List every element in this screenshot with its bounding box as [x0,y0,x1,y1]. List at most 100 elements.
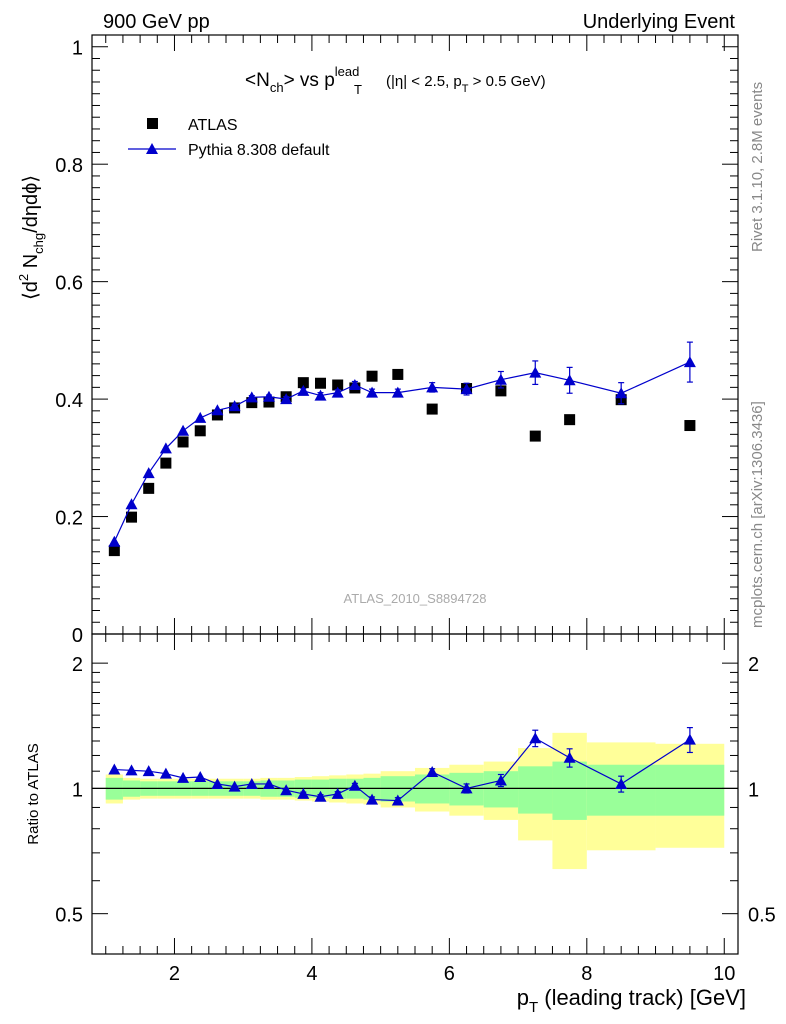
ratio-bands [92,732,738,870]
ratio-y-axis-label: Ratio to ATLAS [25,743,42,844]
ratio-pythia-point [228,780,241,792]
pythia-point [228,400,241,412]
ratio-pythia-point [348,779,361,791]
ratio-pythia-point [615,777,628,789]
ratio-pythia-point [142,765,155,777]
legend-model-marker [146,143,158,154]
ratio-y-tick-label-left: 1 [72,779,83,801]
ratio-pythia-point [262,777,275,789]
title-cuts-sub: T [462,83,469,95]
pythia-point [615,387,628,399]
main-y-tick-label: 0.2 [55,508,83,530]
header-left: 900 GeV pp [103,11,210,33]
ratio-pythia-point [297,787,310,799]
pythia-point [142,467,155,479]
pythia-point [108,535,121,547]
pythia-point [177,424,190,436]
pythia-point [391,386,404,398]
analysis-watermark: ATLAS_2010_S8894728 [344,591,487,606]
ratio-y-tick-label-left: 0.5 [55,905,83,927]
x-tick-label: 4 [306,963,317,985]
ratio-pythia-point [280,784,293,796]
ratio-pythia-point [125,764,138,776]
main-y-tick-label: 0.8 [55,155,83,177]
pythia-line [113,361,691,543]
legend-data-label: ATLAS [188,117,238,134]
pythia-point [529,366,542,378]
atlas-data-point [529,430,541,442]
atlas-data-point [684,420,696,432]
x-tick-label: 2 [169,963,180,985]
atlas-data-point [126,511,138,523]
atlas-data-point [160,457,172,469]
ylabel-part-2: N [20,254,42,274]
atlas-data-point [177,436,189,448]
ratio-pythia-point [108,763,121,775]
ratio-pythia-point [366,793,379,805]
x-tick-label: 6 [444,963,455,985]
ratio-pythia-point [194,771,207,783]
atlas-data-point [263,396,275,408]
title-cuts-end: > 0.5 GeV) [469,73,546,90]
ratio-panel: 0.5 0.5 1 1 2 2 2 4 6 8 10 Ratio to ATLAS pT (lead… [25,633,776,1016]
xlabel-sub: T [529,999,538,1016]
legend-model-label: Pythia 8.308 default [188,142,330,159]
main-chart-title: <Nch> vs plead T (|η| < 2.5, pT > 0.5 GeV) [245,64,546,97]
main-y-axis-label: ⟨d2 Nchg/dηdϕ⟩ [16,175,46,300]
atlas-data-point [315,377,327,389]
main-y-tick-label: 0.6 [55,273,83,295]
ylabel-sup: 2 [16,274,31,281]
pythia-point [426,381,439,393]
ratio-pythia-point [460,782,473,794]
pythia-point [297,384,310,396]
pythia-point [159,442,172,454]
ylabel-part-1: ⟨d [20,281,42,300]
ratio-band-inner [518,766,553,814]
main-y-tick-label: 1 [72,38,83,60]
pythia-point [211,404,224,416]
title-sup-lead: lead [335,64,360,79]
mcplots-label: mcplots.cern.ch [arXiv:1306.3436] [749,401,766,628]
x-tick-label: 8 [581,963,592,985]
main-y-tick-label: 0 [72,625,83,647]
ratio-y-tick-label-right: 1 [748,779,759,801]
ratio-pythia-point [426,766,439,778]
atlas-data-point [366,370,378,382]
atlas-data-point [495,385,507,397]
ratio-axis-ticks: 0.5 0.5 1 1 2 2 2 4 6 8 10 [55,634,776,985]
pythia-point [331,386,344,398]
ratio-y-tick-label-right: 2 [748,654,759,676]
title-sub-t: T [354,82,362,97]
ratio-pythia-point [177,771,190,783]
ylabel-part-3: /dηdϕ⟩ [20,175,42,233]
atlas-data-point [246,397,258,409]
pythia-point [125,498,138,510]
ratio-data-marks [108,727,696,806]
legend-data-marker [147,118,158,129]
x-axis-label: pT (leading track) [GeV] [517,985,746,1016]
header-right: Underlying Event [583,11,736,33]
title-part-mid: > vs p [284,70,335,91]
ratio-pythia-point [494,774,507,786]
ratio-pythia-point [211,777,224,789]
ratio-band-inner [552,761,587,820]
main-data-marks [108,341,696,557]
ratio-pythia-point [159,767,172,779]
pythia-point [245,391,258,403]
main-panel: 00.20.40.60.81 <Nch> vs plead T (|η| < 2.5… [16,34,739,647]
pythia-point [683,356,696,368]
ratio-y-tick-label-right: 0.5 [748,905,776,927]
title-sub-ch: ch [270,80,284,95]
pythia-point [348,379,361,391]
atlas-data-point [143,482,155,494]
ratio-pythia-point [314,790,327,802]
ratio-pythia-point [529,732,542,744]
atlas-data-point [297,377,309,389]
main-y-tick-label: 0.4 [55,390,83,412]
ratio-pythia-point [391,794,404,806]
ylabel-sub: chg [31,233,46,254]
pythia-point [262,390,275,402]
pythia-point [494,373,507,385]
atlas-data-point [332,379,344,391]
